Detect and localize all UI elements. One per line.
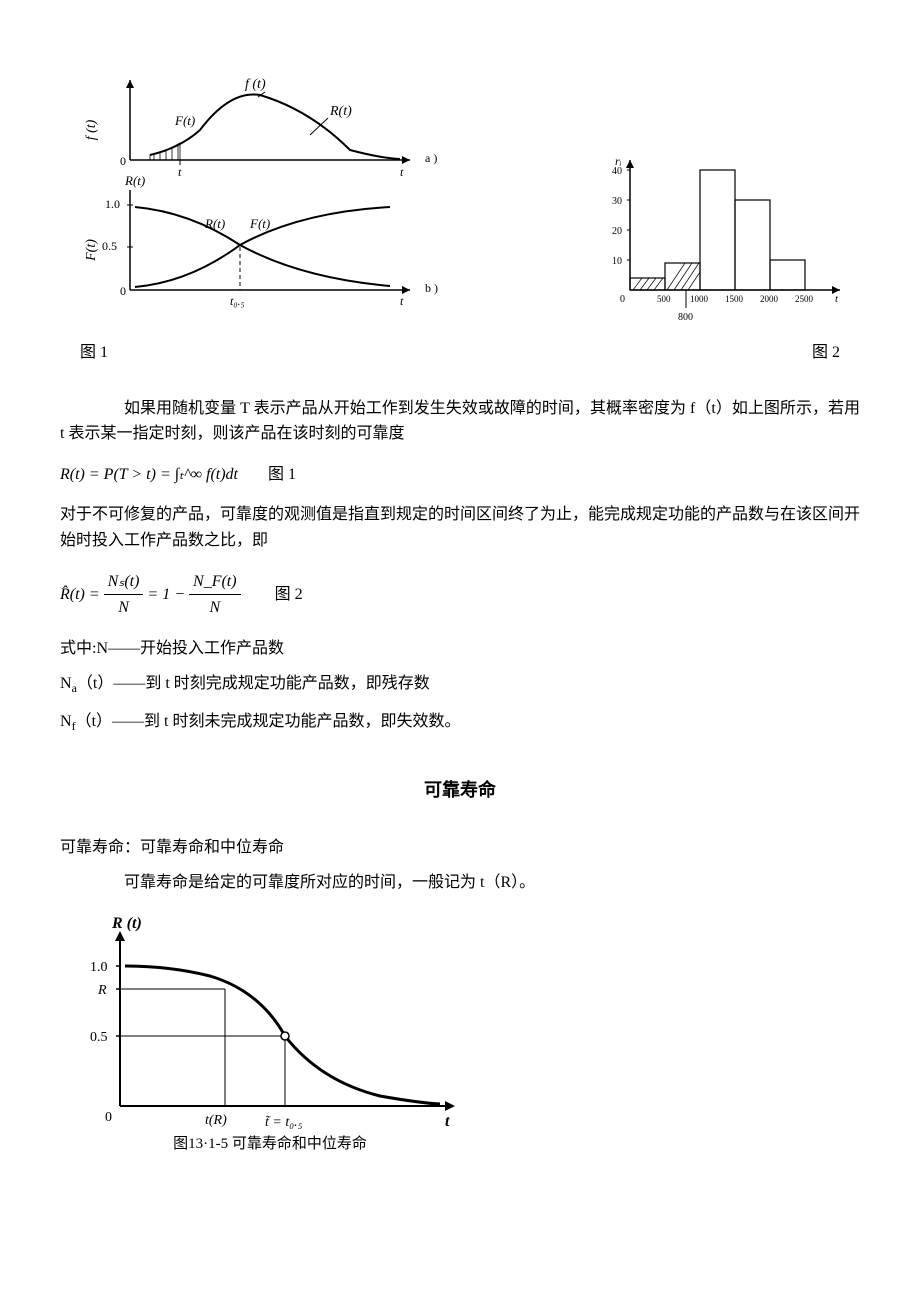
svg-text:t: t (445, 1113, 450, 1130)
formula-2-frac-1: Nₛ(t) N (104, 569, 144, 621)
definition-line-1: 式中:N——开始投入工作产品数 (60, 636, 860, 662)
formula-1-text: R(t) = P(T > t) = ∫ₜ^∞ f(t)dt (60, 462, 238, 488)
svg-text:R(t): R(t) (204, 216, 225, 231)
svg-text:t̃ = t₀.₅: t̃ = t₀.₅ (265, 1115, 303, 1130)
formula-2-mid: = 1 − (147, 582, 185, 608)
svg-text:0.5: 0.5 (102, 239, 117, 253)
svg-text:1.0: 1.0 (105, 197, 120, 211)
svg-text:40: 40 (612, 166, 622, 177)
svg-text:F(t): F(t) (84, 239, 99, 262)
svg-text:10: 10 (612, 256, 622, 267)
formula-2-label: 图 2 (275, 582, 303, 608)
svg-text:t: t (400, 294, 404, 308)
svg-text:0: 0 (105, 1110, 112, 1125)
figure-labels-row: 图 1 图 2 (60, 340, 860, 366)
definition-line-3: Nf（t）——到 t 时刻未完成规定功能产品数，即失效数。 (60, 709, 860, 736)
section-title: 可靠寿命 (60, 776, 860, 805)
figure-3-reliability-life: R (t) 1.0 R 0.5 0 t(R) t̃ = t₀.₅ t 图13·1… (60, 916, 480, 1156)
figure-1-curves: f (t) 0 t f (t) F(t) R(t) t (60, 70, 440, 330)
svg-text:t₀.₅: t₀.₅ (230, 294, 245, 308)
svg-text:R: R (97, 983, 107, 998)
svg-text:1000: 1000 (690, 294, 709, 304)
formula-2: R̂(t) = Nₛ(t) N = 1 − N_F(t) N 图 2 (60, 569, 860, 621)
svg-text:F(t): F(t) (249, 216, 270, 231)
svg-text:f (t): f (t) (245, 77, 266, 92)
figure-2-histogram: rᵢ 10 20 30 40 0 (600, 150, 860, 330)
svg-text:F(t): F(t) (174, 113, 195, 128)
svg-text:0: 0 (120, 154, 126, 168)
svg-text:t(R): t(R) (205, 1113, 227, 1128)
svg-text:R(t): R(t) (329, 104, 352, 119)
svg-text:t: t (400, 165, 404, 179)
svg-text:0: 0 (120, 284, 126, 298)
formula-2-frac-2: N_F(t) N (189, 569, 241, 621)
svg-text:R (t): R (t) (111, 916, 142, 932)
svg-text:30: 30 (612, 196, 622, 207)
svg-text:f (t): f (t) (84, 119, 99, 140)
formula-2-lhs: R̂(t) = (60, 582, 100, 608)
paragraph-2: 对于不可修复的产品，可靠度的观测值是指直到规定的时间区间终了为止，能完成规定功能… (60, 502, 860, 553)
svg-text:1500: 1500 (725, 294, 744, 304)
figure-3-container: R (t) 1.0 R 0.5 0 t(R) t̃ = t₀.₅ t 图13·1… (60, 916, 860, 1156)
top-figures-row: f (t) 0 t f (t) F(t) R(t) t (60, 70, 860, 330)
svg-text:2500: 2500 (795, 294, 814, 304)
svg-text:t: t (835, 293, 839, 305)
paragraph-1: 如果用随机变量 T 表示产品从开始工作到发生失效或故障的时间，其概率密度为 f（… (60, 396, 860, 447)
svg-text:t: t (178, 165, 182, 179)
svg-text:2000: 2000 (760, 294, 779, 304)
formula-1-label: 图 1 (268, 462, 296, 488)
paragraph-4: 可靠寿命是给定的可靠度所对应的时间，一般记为 t（R）。 (60, 870, 860, 896)
svg-text:800: 800 (678, 312, 693, 323)
figure-2-label: 图 2 (812, 340, 840, 366)
svg-text:图13·1-5 可靠寿命和中位寿命: 图13·1-5 可靠寿命和中位寿命 (173, 1134, 367, 1152)
svg-text:R(t): R(t) (124, 173, 145, 188)
figure-1-label: 图 1 (80, 340, 108, 366)
definition-line-2: Na（t）——到 t 时刻完成规定功能产品数，即残存数 (60, 671, 860, 698)
svg-text:1.0: 1.0 (90, 960, 108, 975)
svg-text:0.5: 0.5 (90, 1030, 108, 1045)
paragraph-3: 可靠寿命：可靠寿命和中位寿命 (60, 835, 860, 861)
formula-1: R(t) = P(T > t) = ∫ₜ^∞ f(t)dt 图 1 (60, 462, 860, 488)
svg-text:20: 20 (612, 226, 622, 237)
svg-text:b ): b ) (425, 281, 438, 295)
svg-text:a ): a ) (425, 151, 437, 165)
svg-text:500: 500 (657, 294, 671, 304)
svg-text:0: 0 (620, 294, 625, 305)
